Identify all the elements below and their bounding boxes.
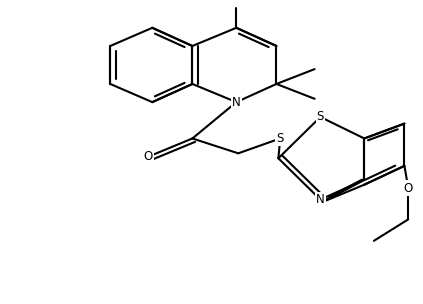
Text: S: S: [317, 110, 324, 123]
Text: O: O: [144, 150, 153, 163]
Text: O: O: [404, 181, 413, 195]
Text: N: N: [232, 96, 241, 109]
Text: S: S: [277, 132, 284, 145]
Text: N: N: [316, 193, 325, 206]
